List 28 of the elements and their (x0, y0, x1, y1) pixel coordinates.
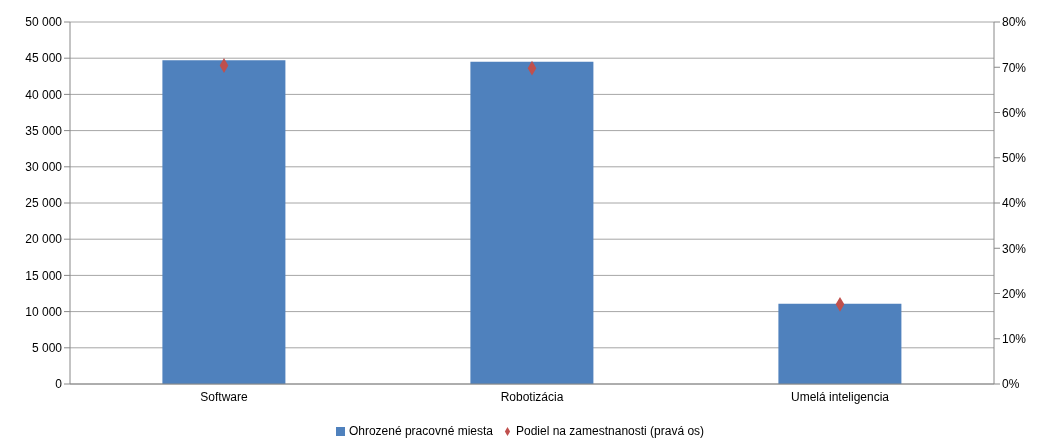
y-tick-label: 35 000 (25, 123, 63, 138)
y-tick-label: 5 000 (31, 341, 63, 356)
y-tick-label: 0 (55, 377, 63, 392)
legend-label: Ohrozené pracovné miesta (348, 424, 493, 438)
y2-tick-label: 40% (1002, 196, 1027, 211)
y-tick-label: 20 000 (25, 232, 63, 247)
x-tick-label: Software (200, 389, 248, 404)
y-tick-label: 10 000 (25, 304, 63, 319)
y2-tick-label: 70% (1002, 60, 1027, 75)
y-tick-label: 30 000 (25, 160, 63, 175)
y2-tick-label: 50% (1002, 151, 1027, 166)
y-tick-label: 15 000 (25, 268, 63, 283)
y2-tick-label: 60% (1002, 105, 1027, 120)
y-tick-label: 25 000 (25, 196, 63, 211)
bar (162, 60, 286, 384)
y2-tick-label: 0% (1002, 377, 1020, 392)
x-tick-label: Robotizácia (500, 389, 564, 404)
y2-tick-label: 10% (1002, 332, 1027, 347)
bar (470, 61, 594, 384)
bar (778, 303, 902, 384)
y2-tick-label: 20% (1002, 286, 1027, 301)
x-tick-label: Umelá inteligencia (790, 389, 890, 404)
y-tick-label: 45 000 (25, 51, 63, 66)
y2-tick-label: 80% (1002, 15, 1027, 30)
y-tick-label: 40 000 (25, 87, 63, 102)
y2-tick-label: 30% (1002, 241, 1027, 256)
legend-label: Podiel na zamestnanosti (pravá os) (515, 424, 705, 438)
y-tick-label: 50 000 (25, 15, 63, 30)
